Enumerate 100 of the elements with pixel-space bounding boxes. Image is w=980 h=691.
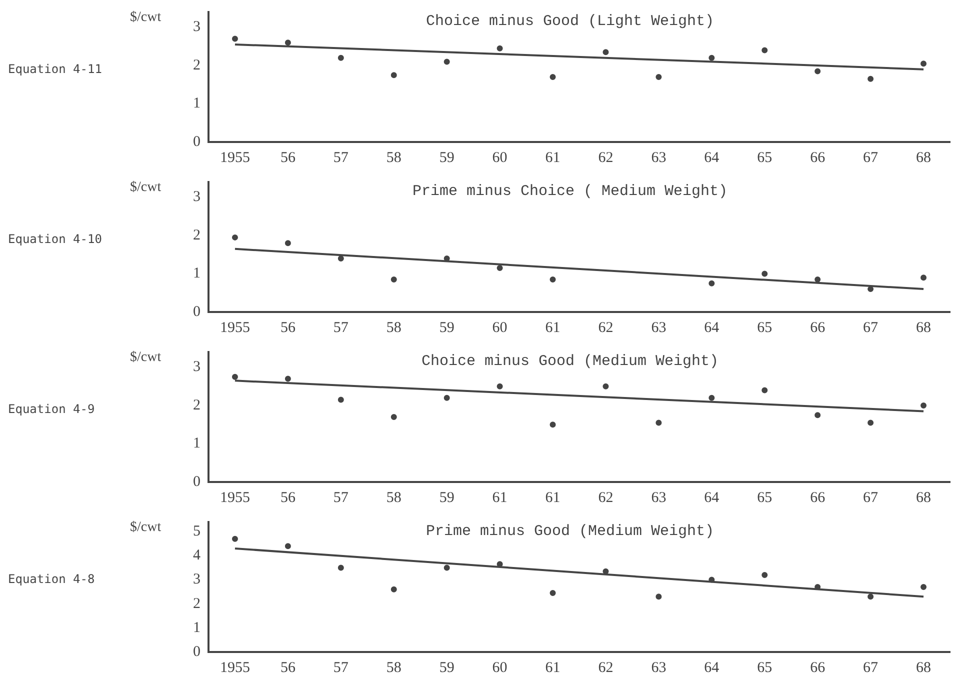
point [602, 49, 609, 56]
point [338, 396, 344, 403]
point [762, 387, 768, 394]
x-tick-label: 57 [333, 320, 349, 336]
x-tick-label: 58 [386, 660, 402, 676]
text: Equation 4-10 [8, 232, 102, 246]
x-tick-label: 63 [651, 660, 666, 676]
x-tick-label: 68 [916, 660, 932, 676]
y-tick-label: 1 [193, 436, 200, 452]
x-tick-label: 57 [333, 150, 349, 166]
text: Equation 4-8 [8, 572, 95, 586]
point [232, 36, 238, 42]
y-tick-label: 1 [193, 96, 200, 112]
x-tick-label: 67 [863, 150, 879, 166]
x-tick-label: 63 [651, 320, 666, 336]
point [920, 274, 927, 281]
x-tick-label: 58 [386, 320, 402, 336]
point [868, 286, 874, 292]
y-tick-label: 0 [193, 474, 200, 490]
point [232, 536, 238, 542]
point [762, 572, 768, 578]
y-tick-label: 3 [193, 19, 200, 36]
point [550, 590, 556, 596]
y-tick-label: 1 [193, 266, 200, 282]
x-tick-label: 60 [492, 150, 508, 166]
x-tick-label: 63 [651, 490, 666, 506]
text: Equation 4-9 [8, 402, 95, 416]
x-tick-label: 59 [439, 660, 454, 676]
y-tick-label: 2 [193, 397, 200, 414]
x-tick-label: 58 [386, 490, 402, 506]
point [232, 234, 238, 240]
x-tick-label: 62 [598, 490, 614, 506]
x-tick-label: 56 [280, 660, 296, 676]
x-tick-label: 67 [863, 490, 879, 506]
y-tick-label: 0 [193, 644, 200, 660]
y-tick-label: 2 [193, 227, 200, 244]
point [284, 376, 291, 382]
x-tick-label: 66 [810, 320, 826, 336]
x-tick-label: 64 [704, 150, 720, 166]
point [656, 420, 662, 426]
x-tick-label: 68 [916, 320, 932, 336]
x-tick-label: 59 [439, 320, 454, 336]
x-tick-label: 63 [651, 150, 666, 166]
point [338, 564, 344, 571]
x-tick-label: 64 [704, 320, 720, 336]
x-tick-label: 67 [863, 320, 879, 336]
chart-title: Choice minus Good (Medium Weight) [421, 352, 719, 370]
x-tick-label: 62 [598, 660, 614, 676]
point [390, 276, 397, 282]
point [814, 68, 821, 74]
y-tick-label: 5 [193, 524, 200, 540]
point [708, 280, 715, 286]
x-tick-label: 64 [704, 660, 720, 676]
x-tick-label: 68 [916, 150, 932, 166]
point [920, 584, 927, 590]
x-tick-label: 57 [333, 660, 349, 676]
x-tick-label: 61 [492, 490, 508, 506]
x-tick-label: 64 [704, 490, 720, 506]
y-axis-title: $/cwt [130, 520, 162, 536]
y-axis-title: $/cwt [130, 350, 162, 366]
x-tick-label: 56 [280, 150, 296, 166]
y-tick-label: 1 [193, 620, 200, 636]
point [390, 414, 397, 420]
y-tick-label: 2 [193, 596, 200, 612]
point [284, 240, 291, 246]
chart-title: Choice minus Good (Light Weight) [426, 12, 714, 30]
x-tick-label: 59 [439, 490, 454, 506]
x-tick-label: 67 [863, 660, 879, 676]
point [550, 74, 556, 80]
point [550, 276, 556, 282]
point [868, 420, 874, 426]
point [762, 47, 768, 54]
x-tick-label: 58 [386, 150, 402, 166]
x-tick-label: 61 [545, 320, 560, 336]
y-tick-label: 2 [193, 57, 200, 74]
x-tick-label: 56 [280, 320, 296, 336]
point [232, 374, 238, 380]
point [656, 74, 662, 80]
x-tick-label: 62 [598, 150, 614, 166]
point [284, 543, 291, 550]
point [444, 394, 450, 401]
x-tick-label: 57 [333, 490, 349, 506]
text: Equation 4-11 [8, 62, 102, 76]
x-tick-label: 60 [492, 320, 508, 336]
point [656, 594, 662, 600]
point [868, 76, 874, 82]
point [496, 45, 503, 52]
point [708, 54, 715, 61]
point [338, 54, 344, 61]
point [814, 276, 821, 282]
y-tick-label: 0 [193, 134, 200, 150]
point [284, 40, 291, 46]
chart-title: Prime minus Choice ( Medium Weight) [412, 182, 728, 200]
point [920, 402, 927, 409]
point [496, 265, 503, 272]
point [762, 270, 768, 277]
point [708, 576, 715, 583]
x-tick-label: 56 [280, 490, 296, 506]
point [550, 422, 556, 428]
point [444, 564, 450, 571]
